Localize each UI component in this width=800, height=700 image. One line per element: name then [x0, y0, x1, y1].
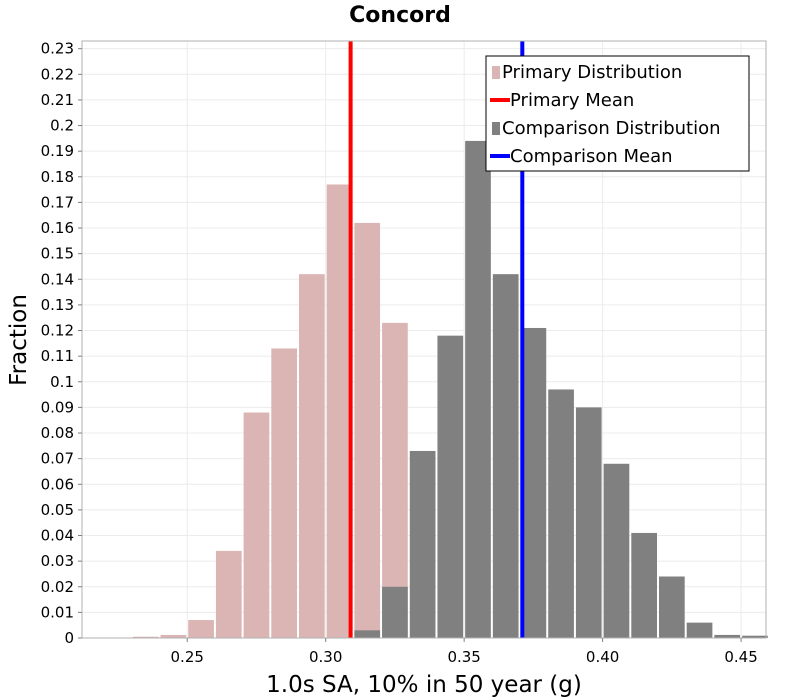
y-tick-label: 0.04: [41, 527, 74, 545]
histogram-bar-primary: [188, 620, 214, 638]
y-tick-label: 0.16: [41, 219, 74, 237]
histogram-bar-primary: [132, 636, 159, 638]
histogram-bar-comparison: [465, 140, 491, 638]
histogram-bar-comparison: [409, 450, 436, 638]
y-tick-label: 0.05: [41, 501, 74, 519]
x-tick-label: 0.45: [724, 648, 757, 666]
histogram-bar-comparison: [631, 532, 657, 638]
y-tick-label: 0.06: [41, 475, 74, 493]
legend-swatch: [492, 66, 500, 79]
histogram-bar-comparison: [382, 586, 408, 638]
y-axis-label: Fraction: [6, 294, 32, 386]
y-tick-label: 0.01: [41, 603, 74, 621]
y-tick-label: 0: [64, 629, 74, 647]
histogram-bar-primary: [215, 550, 242, 638]
histogram-bar-comparison: [548, 389, 574, 638]
legend-label: Comparison Distribution: [502, 118, 721, 139]
histogram-bar-comparison: [354, 630, 381, 638]
legend-box: [485, 55, 750, 172]
y-tick-label: 0.18: [41, 168, 74, 186]
histogram-bar-primary: [326, 184, 353, 638]
histogram-bar-comparison: [686, 622, 713, 638]
x-tick-label: 0.40: [586, 648, 619, 666]
histogram-bar-primary: [382, 322, 408, 638]
y-tick-label: 0.11: [41, 347, 74, 365]
histogram-bar-primary: [160, 634, 187, 638]
x-tick-label: 0.35: [447, 648, 480, 666]
histogram-bar-primary: [354, 222, 381, 638]
y-tick-label: 0.07: [41, 450, 74, 468]
chart-title: Concord: [349, 3, 451, 28]
y-tick-label: 0.13: [41, 296, 74, 314]
histogram-bar-primary: [271, 348, 297, 638]
legend-label: Primary Mean: [510, 90, 634, 111]
x-tick-label: 0.30: [309, 648, 342, 666]
histogram-bar-comparison: [714, 634, 741, 638]
legend-label: Primary Distribution: [502, 62, 682, 83]
y-tick-label: 0.15: [41, 245, 74, 263]
histogram-bar-comparison: [659, 576, 685, 638]
x-tick-label: 0.25: [171, 648, 204, 666]
legend-label: Comparison Mean: [510, 146, 673, 167]
y-tick-label: 0.14: [41, 270, 74, 288]
y-tick-label: 0.02: [41, 578, 74, 596]
histogram-bar-comparison: [492, 274, 519, 638]
y-tick-label: 0.12: [41, 322, 74, 340]
histogram-bar-primary: [243, 412, 270, 638]
y-tick-label: 0.1: [50, 373, 74, 391]
y-tick-label: 0.09: [41, 398, 74, 416]
legend-swatch: [492, 122, 500, 135]
histogram-bar-comparison: [437, 335, 464, 638]
histogram-bar-comparison: [742, 635, 768, 638]
y-tick-label: 0.17: [41, 193, 74, 211]
histogram-bar-comparison: [603, 463, 630, 638]
y-tick-label: 0.21: [41, 91, 74, 109]
y-tick-label: 0.2: [50, 117, 74, 135]
histogram-bar-comparison: [520, 327, 547, 638]
histogram-bar-comparison: [575, 407, 602, 638]
plot-frame: [81, 40, 767, 639]
x-axis-label: 1.0s SA, 10% in 50 year (g): [266, 672, 582, 698]
y-tick-label: 0.08: [41, 424, 74, 442]
histogram-bar-primary: [299, 274, 325, 638]
y-tick-label: 0.03: [41, 552, 74, 570]
y-tick-label: 0.19: [41, 142, 74, 160]
y-tick-label: 0.22: [41, 65, 74, 83]
y-tick-label: 0.23: [41, 40, 74, 58]
